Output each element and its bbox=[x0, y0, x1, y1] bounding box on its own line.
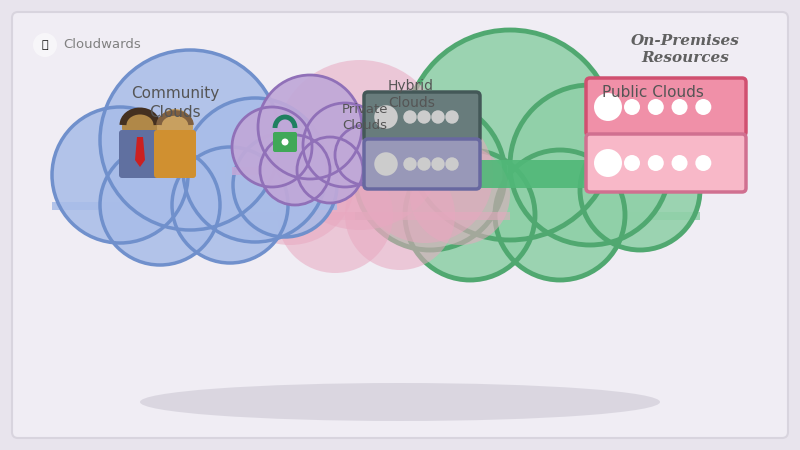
Circle shape bbox=[594, 149, 622, 177]
Circle shape bbox=[100, 50, 280, 230]
Ellipse shape bbox=[140, 383, 660, 421]
Circle shape bbox=[157, 109, 193, 145]
Circle shape bbox=[403, 110, 417, 124]
Circle shape bbox=[671, 155, 687, 171]
Text: 🔒: 🔒 bbox=[42, 40, 48, 50]
Bar bbox=[52, 202, 337, 210]
FancyBboxPatch shape bbox=[364, 92, 480, 142]
Circle shape bbox=[374, 152, 398, 176]
Circle shape bbox=[624, 99, 640, 115]
Circle shape bbox=[345, 160, 455, 270]
Circle shape bbox=[122, 109, 158, 145]
Circle shape bbox=[446, 158, 458, 171]
Circle shape bbox=[33, 33, 57, 57]
Text: Hybrid
Clouds: Hybrid Clouds bbox=[388, 79, 435, 110]
Polygon shape bbox=[135, 137, 145, 167]
FancyBboxPatch shape bbox=[586, 78, 746, 136]
Circle shape bbox=[303, 103, 387, 187]
Circle shape bbox=[495, 150, 625, 280]
Text: Private
Clouds: Private Clouds bbox=[342, 103, 389, 132]
Bar bbox=[232, 167, 395, 175]
Bar bbox=[225, 212, 510, 220]
FancyBboxPatch shape bbox=[273, 132, 297, 152]
Text: Public Clouds: Public Clouds bbox=[602, 85, 704, 100]
Circle shape bbox=[580, 130, 700, 250]
Circle shape bbox=[405, 150, 535, 280]
FancyBboxPatch shape bbox=[154, 130, 196, 178]
Circle shape bbox=[431, 110, 445, 124]
Circle shape bbox=[297, 137, 363, 203]
Circle shape bbox=[671, 99, 687, 115]
Circle shape bbox=[100, 145, 220, 265]
Circle shape bbox=[232, 107, 312, 187]
Circle shape bbox=[52, 107, 188, 243]
Circle shape bbox=[172, 147, 288, 263]
Circle shape bbox=[355, 100, 505, 250]
Circle shape bbox=[594, 93, 622, 121]
Circle shape bbox=[410, 145, 510, 245]
Circle shape bbox=[405, 30, 615, 240]
Circle shape bbox=[695, 155, 711, 171]
Circle shape bbox=[275, 60, 445, 230]
Circle shape bbox=[648, 99, 664, 115]
Text: Cloudwards: Cloudwards bbox=[63, 39, 141, 51]
Circle shape bbox=[335, 125, 395, 185]
FancyBboxPatch shape bbox=[12, 12, 788, 438]
Circle shape bbox=[183, 98, 327, 242]
Circle shape bbox=[258, 75, 362, 179]
Text: Community
Clouds: Community Clouds bbox=[131, 86, 219, 120]
Circle shape bbox=[282, 139, 289, 145]
Circle shape bbox=[431, 158, 445, 171]
Circle shape bbox=[260, 135, 330, 205]
Circle shape bbox=[357, 107, 493, 243]
Circle shape bbox=[510, 85, 670, 245]
Circle shape bbox=[374, 105, 398, 129]
Circle shape bbox=[277, 157, 393, 273]
Circle shape bbox=[225, 115, 355, 245]
Circle shape bbox=[233, 133, 337, 237]
FancyBboxPatch shape bbox=[119, 130, 161, 178]
Circle shape bbox=[624, 155, 640, 171]
Circle shape bbox=[648, 155, 664, 171]
Circle shape bbox=[418, 158, 430, 171]
Bar bbox=[355, 212, 700, 220]
Circle shape bbox=[695, 99, 711, 115]
Circle shape bbox=[418, 110, 430, 124]
Circle shape bbox=[403, 158, 417, 171]
FancyBboxPatch shape bbox=[364, 139, 480, 189]
Circle shape bbox=[446, 110, 458, 124]
Text: On-Premises
Resources: On-Premises Resources bbox=[630, 34, 739, 65]
FancyBboxPatch shape bbox=[375, 160, 595, 188]
FancyBboxPatch shape bbox=[586, 134, 746, 192]
